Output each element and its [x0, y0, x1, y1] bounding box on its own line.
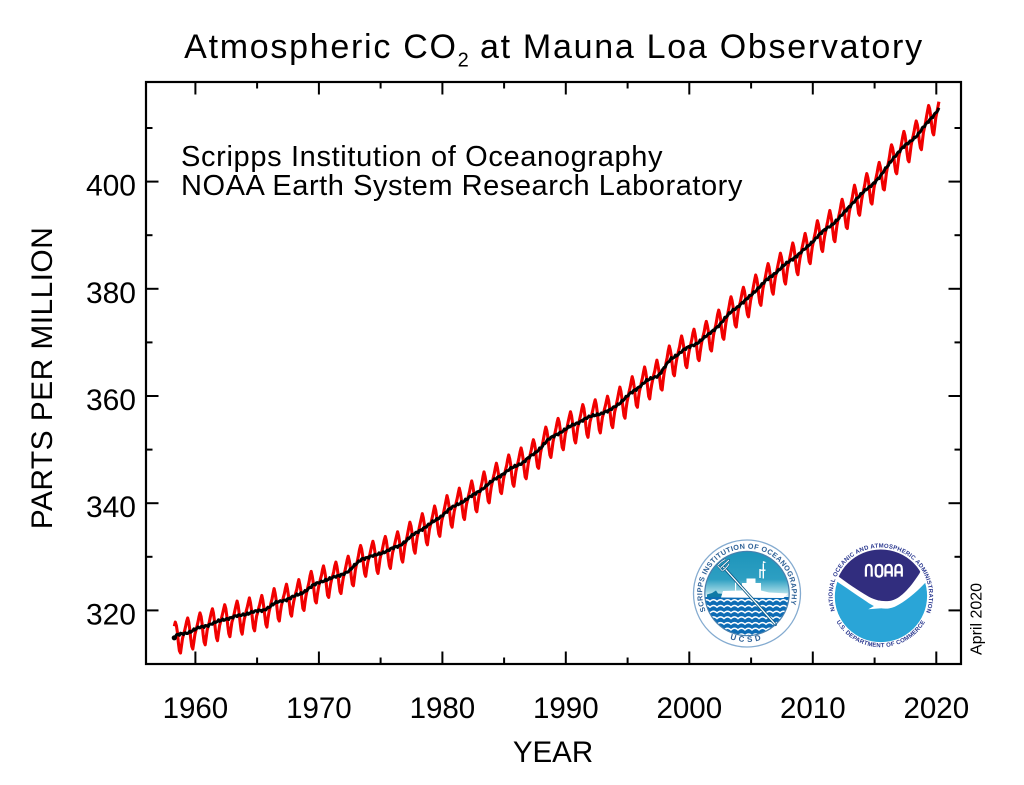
svg-text:380: 380 — [86, 277, 136, 310]
svg-text:2000: 2000 — [656, 692, 722, 725]
svg-text:1970: 1970 — [286, 692, 352, 725]
svg-text:YEAR: YEAR — [513, 736, 593, 769]
svg-text:320: 320 — [86, 598, 136, 631]
svg-text:Atmospheric CO2 at Mauna Loa O: Atmospheric CO2 at Mauna Loa Observatory — [184, 28, 924, 72]
svg-text:360: 360 — [86, 384, 136, 417]
svg-text:PARTS PER MILLION: PARTS PER MILLION — [26, 227, 59, 529]
svg-text:UCSD: UCSD — [729, 632, 764, 644]
svg-text:Scripps Institution of Oceanog: Scripps Institution of Oceanography — [181, 141, 663, 173]
svg-text:1960: 1960 — [163, 692, 229, 725]
svg-text:400: 400 — [86, 170, 136, 203]
svg-text:340: 340 — [86, 491, 136, 524]
svg-text:NOAA Earth System Research Lab: NOAA Earth System Research Laboratory — [181, 170, 743, 202]
svg-text:2010: 2010 — [780, 692, 846, 725]
svg-text:April 2020: April 2020 — [969, 583, 986, 655]
svg-text:2020: 2020 — [903, 692, 969, 725]
svg-text:1980: 1980 — [410, 692, 476, 725]
svg-text:1990: 1990 — [533, 692, 599, 725]
